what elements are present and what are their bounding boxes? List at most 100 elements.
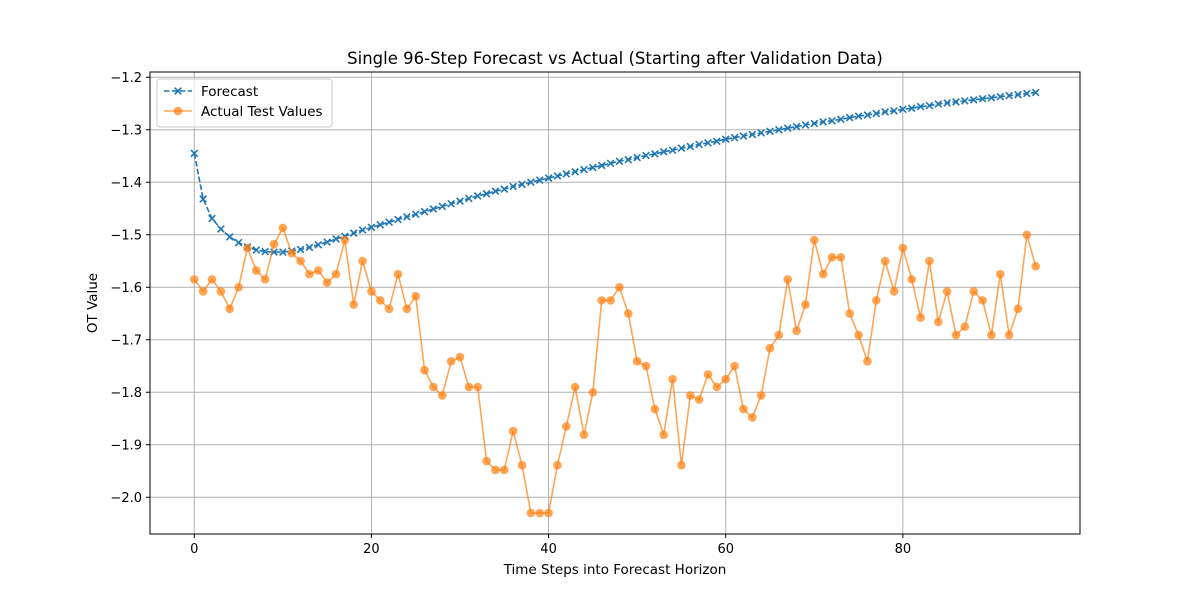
- data-point-forecast-stroke: [952, 98, 960, 106]
- data-point-forecast: [730, 133, 739, 142]
- data-point-forecast-stroke: [544, 174, 553, 182]
- data-point-actual: [526, 508, 536, 518]
- data-point-forecast-stroke: [278, 248, 287, 256]
- data-point-forecast: [473, 192, 482, 200]
- data-point-forecast-stroke: [261, 247, 270, 256]
- data-point-forecast: [216, 225, 225, 233]
- data-point-forecast: [580, 165, 588, 174]
- data-point-actual: [1022, 230, 1032, 240]
- data-point-forecast-stroke: [535, 176, 544, 185]
- data-point-actual: [960, 322, 970, 331]
- data-point-forecast: [518, 180, 526, 189]
- data-point-actual: [995, 269, 1005, 279]
- data-point-actual: [588, 387, 598, 397]
- data-point-actual: [703, 370, 713, 379]
- data-point-forecast-stroke: [624, 155, 633, 164]
- data-point-actual: [801, 300, 810, 309]
- x-axis-label: Time Steps into Forecast Horizon: [503, 562, 727, 578]
- data-point-actual: [827, 253, 837, 262]
- x-tick-label: 20: [363, 542, 380, 557]
- data-point-forecast-stroke: [828, 116, 836, 125]
- data-point-forecast-stroke: [810, 119, 819, 128]
- data-point-actual: [544, 508, 553, 518]
- data-point-forecast-stroke: [420, 207, 429, 216]
- data-point-forecast-stroke: [190, 149, 199, 158]
- data-point-actual: [384, 304, 394, 314]
- data-point-forecast: [969, 95, 978, 104]
- data-point-actual: [322, 278, 332, 287]
- legend: Forecast Actual Test Values: [156, 78, 333, 128]
- data-point-actual: [251, 266, 261, 275]
- data-point-actual: [845, 309, 855, 318]
- data-point-forecast: [757, 129, 766, 137]
- data-point-actual: [818, 269, 828, 279]
- data-point-forecast: [704, 139, 712, 147]
- data-point-actual: [747, 413, 757, 422]
- data-point-forecast-stroke: [642, 151, 650, 160]
- data-point-forecast-stroke: [650, 150, 659, 158]
- data-point-actual: [535, 508, 545, 518]
- data-point-actual: [429, 382, 438, 392]
- series-line-forecast: [193, 91, 1036, 253]
- data-point-forecast: [642, 151, 650, 160]
- data-point-forecast: [323, 238, 332, 246]
- data-point-forecast-stroke: [562, 169, 571, 178]
- y-tick-label: −1.9: [110, 438, 142, 453]
- data-point-actual: [951, 330, 961, 340]
- data-point-actual: [437, 391, 447, 400]
- data-point-actual: [517, 460, 527, 470]
- data-point-forecast: [907, 104, 916, 113]
- data-point-forecast: [278, 248, 287, 256]
- data-point-forecast: [535, 176, 544, 185]
- data-point-forecast: [650, 150, 659, 158]
- data-point-forecast: [358, 226, 367, 234]
- data-point-forecast-stroke: [349, 229, 358, 238]
- data-point-actual: [570, 382, 580, 392]
- data-point-forecast-stroke: [969, 95, 978, 104]
- data-point-forecast: [695, 140, 704, 149]
- data-point-forecast-stroke: [748, 130, 757, 139]
- data-point-forecast-stroke: [934, 100, 943, 108]
- legend-circle-marker: [173, 106, 183, 116]
- data-point-forecast-stroke: [438, 202, 447, 211]
- y-tick-label: −2.0: [110, 491, 142, 506]
- data-point-forecast: [491, 187, 500, 196]
- data-point-forecast-stroke: [739, 132, 748, 140]
- data-point-forecast-stroke: [960, 97, 969, 105]
- data-point-forecast: [597, 161, 606, 170]
- y-tick-label: −1.6: [110, 281, 142, 296]
- data-point-forecast: [686, 142, 695, 151]
- data-point-forecast-stroke: [766, 127, 774, 136]
- legend-item-actual: Actual Test Values: [164, 104, 323, 120]
- data-point-actual: [668, 374, 677, 384]
- data-point-forecast-stroke: [615, 157, 624, 166]
- data-point-forecast-stroke: [978, 94, 987, 103]
- x-axis-ticks: 0 20 40 60 80: [190, 534, 911, 557]
- data-point-forecast-stroke: [916, 102, 925, 111]
- data-point-forecast-stroke: [234, 238, 243, 247]
- data-point-forecast-stroke: [695, 140, 704, 149]
- data-point-forecast-stroke: [686, 142, 695, 151]
- data-point-actual: [836, 253, 846, 262]
- data-point-forecast-stroke: [890, 106, 898, 115]
- data-point-forecast-stroke: [588, 163, 597, 172]
- data-point-forecast: [261, 247, 270, 256]
- data-point-actual: [358, 256, 367, 266]
- data-point-forecast: [934, 100, 943, 108]
- data-point-forecast: [792, 122, 801, 131]
- data-point-forecast-stroke: [553, 172, 562, 180]
- data-point-actual: [393, 269, 403, 279]
- data-point-forecast-stroke: [854, 112, 863, 120]
- data-point-actual: [969, 287, 979, 296]
- data-point-forecast-stroke: [376, 220, 385, 229]
- data-point-forecast: [456, 197, 464, 206]
- data-point-actual: [402, 304, 412, 314]
- data-point-forecast-stroke: [367, 223, 376, 232]
- data-point-forecast-stroke: [801, 121, 810, 129]
- data-point-actual: [677, 460, 686, 470]
- data-point-forecast: [332, 235, 340, 243]
- data-point-actual: [623, 309, 633, 318]
- data-point-forecast-stroke: [783, 124, 792, 133]
- data-point-forecast-stroke: [836, 115, 845, 124]
